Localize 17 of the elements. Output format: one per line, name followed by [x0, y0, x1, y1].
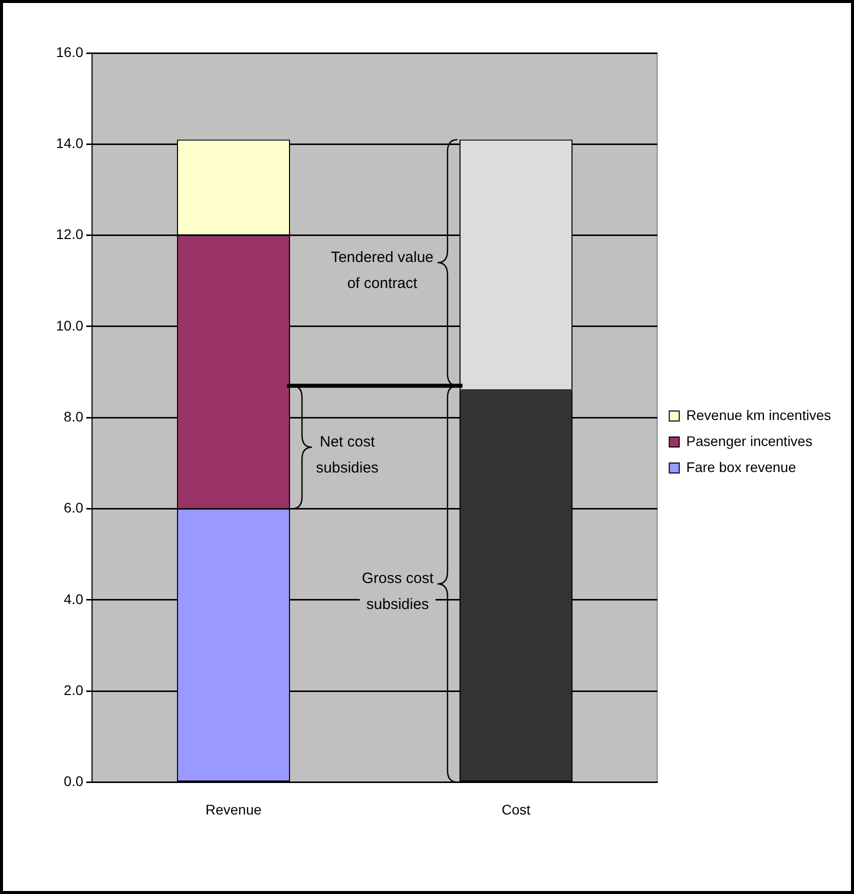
y-tick-label: 14.0: [56, 135, 84, 152]
y-tick-label: 12.0: [56, 226, 84, 242]
y-tick-label: 6.0: [64, 500, 84, 516]
legend-label: Fare box revenue: [686, 458, 796, 475]
y-tick-label: 4.0: [64, 590, 84, 607]
x-tick-label: Cost: [502, 801, 531, 818]
legend-label: Revenue km incentives: [686, 406, 832, 423]
y-tick-label: 2.0: [64, 682, 84, 698]
x-tick-label: Revenue: [205, 801, 262, 818]
legend-label: Pasenger incentives: [686, 432, 812, 449]
annotation: Net cost subsidies: [316, 433, 379, 476]
annotation: Tendered value of contract: [330, 248, 434, 292]
y-tick-label: 8.0: [64, 408, 84, 424]
annotation: Gross cost subsidies: [362, 570, 434, 614]
y-tick-label: 10.0: [56, 317, 84, 334]
y-tick-label: 0.0: [64, 773, 84, 790]
y-tick-label: 16.0: [56, 44, 84, 60]
